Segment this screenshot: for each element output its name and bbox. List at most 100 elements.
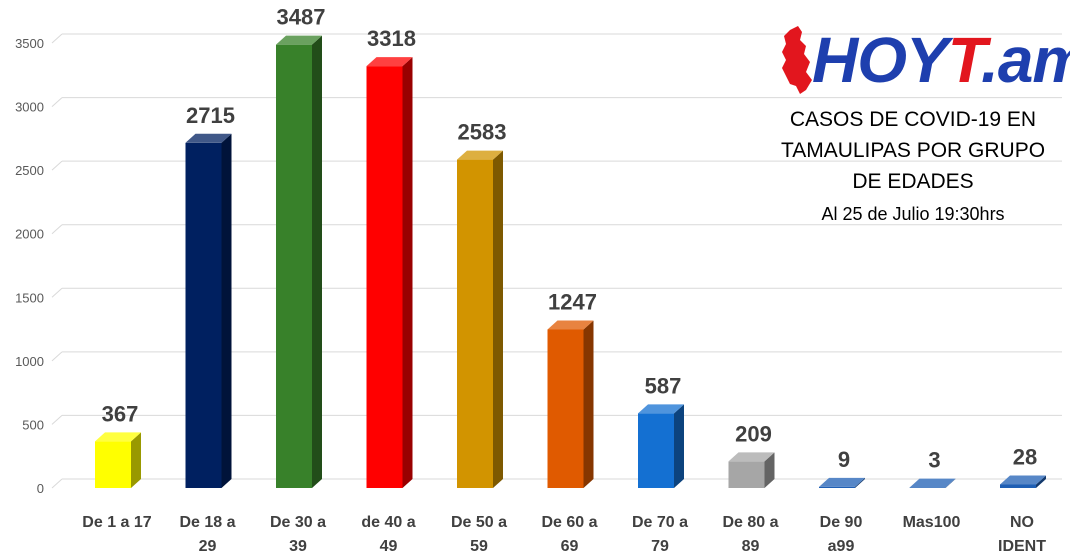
bar (95, 432, 141, 488)
logo-part-t: T (947, 24, 982, 96)
x-tick-label: 59 (470, 538, 488, 555)
bar (1000, 475, 1046, 488)
data-label: 3 (928, 448, 940, 473)
bar-top (547, 320, 594, 330)
gridline-depth (51, 33, 63, 44)
x-tick-label: 29 (199, 538, 217, 555)
gridline-depth (51, 224, 63, 235)
bar (728, 452, 775, 488)
data-label: 3487 (277, 5, 326, 30)
data-label: 2715 (186, 103, 235, 128)
x-tick-label: De 50 a (451, 514, 507, 531)
bar-side (493, 150, 503, 488)
y-tick-label: 1000 (15, 354, 44, 369)
bar (547, 320, 594, 488)
x-tick-label: De 90 (820, 514, 863, 531)
x-tick-label: De 60 a (541, 514, 597, 531)
x-tick-label: De 30 a (270, 514, 326, 531)
bar-front (185, 142, 222, 489)
gridline-depth (51, 160, 63, 171)
x-tick-label: a99 (828, 538, 855, 555)
bar-side (312, 35, 322, 488)
bar-top (276, 35, 322, 45)
y-tick-label: 2500 (15, 163, 44, 178)
x-tick-label: Mas100 (903, 514, 961, 531)
chart-title-line-2: TAMAULIPAS POR GRUPO (780, 139, 1046, 162)
x-tick-label: NO (1010, 514, 1034, 531)
x-tick-label: 49 (380, 538, 398, 555)
x-tick-label: de 40 a (361, 514, 415, 531)
logo-part-hoy: HOY (812, 24, 949, 96)
tamaulipas-map-icon (782, 26, 812, 94)
bar-front (728, 461, 765, 488)
gridline-depth (51, 97, 63, 107)
gridline-depth (51, 287, 63, 298)
bar-side (1036, 475, 1046, 488)
data-label: 2583 (458, 120, 507, 145)
bar (819, 477, 865, 488)
bar (185, 133, 232, 489)
bar (457, 150, 503, 488)
gridline-depth (51, 415, 63, 425)
y-tick-label: 1500 (15, 290, 44, 305)
data-label: 9 (838, 447, 850, 472)
logo-wordmark: HOYT.am (812, 24, 1070, 96)
bar-side (764, 452, 775, 488)
bar-top (185, 133, 232, 143)
x-tick-label: 39 (289, 538, 307, 555)
chart-title-line-1: CASOS DE COVID-19 EN (789, 108, 1037, 131)
bar (366, 57, 413, 488)
bar-side (945, 478, 956, 488)
x-tick-label: 69 (561, 538, 579, 555)
bar-top (638, 404, 684, 414)
gridline-depth (51, 351, 63, 362)
x-tick-label: 79 (651, 538, 669, 555)
y-tick-label: 500 (22, 417, 44, 432)
bar-side (221, 133, 232, 489)
bar-top (909, 478, 956, 488)
chart-title-line-3: DE EDADES (852, 170, 974, 193)
bar (909, 478, 956, 488)
bar-top (366, 57, 413, 67)
data-label: 3318 (367, 26, 416, 51)
bar (638, 404, 684, 488)
y-tick-label: 3000 (15, 100, 44, 115)
bar-front (547, 329, 584, 488)
bar-top (1000, 475, 1046, 485)
bar (276, 35, 322, 488)
bar-side (402, 57, 413, 488)
chart-title-block: CASOS DE COVID-19 EN TAMAULIPAS POR GRUP… (760, 104, 1066, 229)
bar-front (638, 413, 674, 488)
data-labels: 367 2715 3487 3318 2583 1247 587 209 9 3 28 (102, 5, 1038, 473)
x-tick-label: De 1 a 17 (82, 514, 151, 531)
hoyt-logo: HOYT.am (776, 24, 1070, 96)
y-axis-ticks: 0 500 1000 1500 2000 2500 3000 3500 (15, 36, 44, 496)
y-tick-label: 3500 (15, 36, 44, 51)
bar-front (366, 66, 403, 488)
bar-top (819, 477, 865, 487)
x-tick-label: 89 (742, 538, 760, 555)
bar-top (457, 150, 503, 160)
x-tick-label: IDENT (998, 538, 1046, 555)
x-tick-label: De 70 a (632, 514, 688, 531)
bar-side (855, 477, 865, 488)
bar-front (819, 486, 855, 488)
y-tick-label: 2000 (15, 227, 44, 242)
data-label: 367 (102, 401, 139, 426)
bars (95, 35, 1046, 489)
gridline-depth (51, 478, 63, 489)
bar-front (276, 44, 312, 488)
bar-front (457, 159, 493, 488)
bar-side (674, 404, 684, 488)
x-tick-label: De 80 a (722, 514, 778, 531)
data-label: 587 (645, 373, 682, 398)
data-label: 1247 (548, 289, 597, 314)
bar-top (728, 452, 775, 462)
data-label: 209 (735, 421, 772, 446)
logo-part-am: .am (981, 24, 1070, 96)
data-label: 28 (1013, 444, 1037, 469)
x-tick-label: De 18 a (179, 514, 235, 531)
bar-front (95, 441, 131, 488)
y-tick-label: 0 (37, 481, 44, 496)
